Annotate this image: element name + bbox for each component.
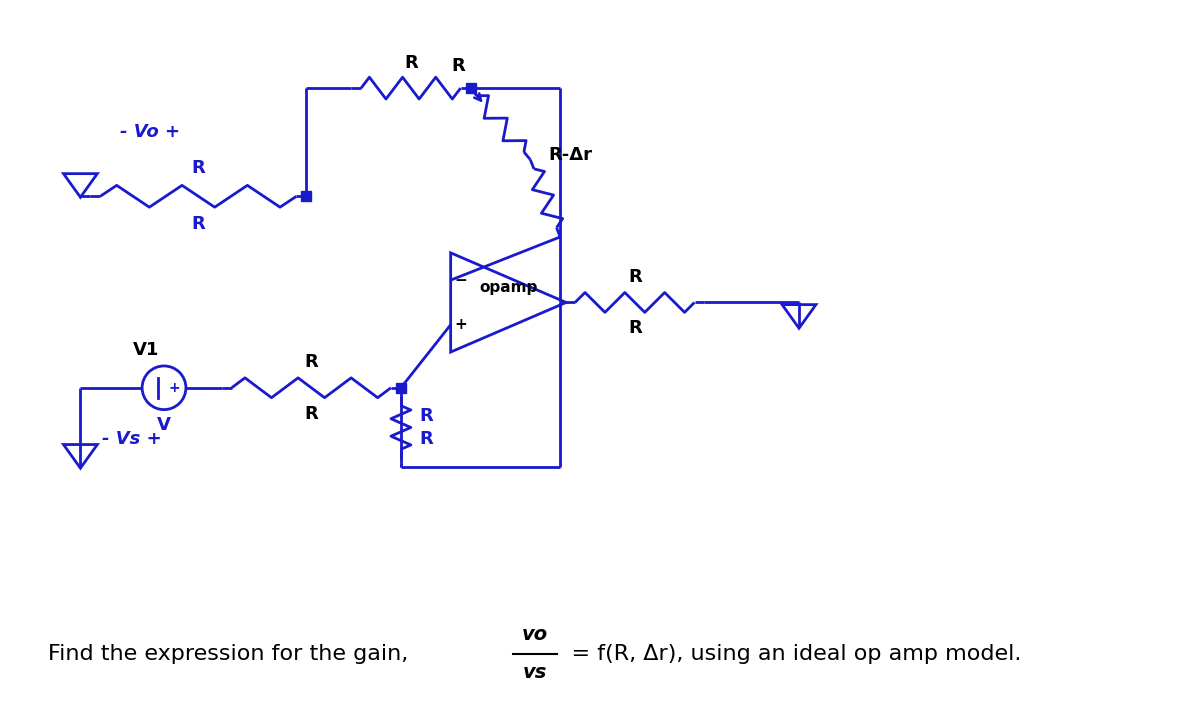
Text: = f(R, Δr), using an ideal op amp model.: = f(R, Δr), using an ideal op amp model. bbox=[567, 644, 1021, 663]
Text: R: R bbox=[305, 404, 318, 423]
Text: - Vs +: - Vs + bbox=[103, 430, 162, 448]
Text: +: + bbox=[454, 317, 467, 332]
Text: R-Δr: R-Δr bbox=[548, 146, 592, 164]
Text: +: + bbox=[168, 381, 180, 395]
Text: R: R bbox=[404, 55, 417, 73]
Text: V1: V1 bbox=[132, 341, 160, 359]
Text: opamp: opamp bbox=[479, 279, 538, 294]
Text: V: V bbox=[157, 416, 171, 434]
Text: vs: vs bbox=[524, 663, 547, 682]
Text: R: R bbox=[628, 320, 642, 337]
Text: R: R bbox=[452, 57, 466, 75]
Text: R: R bbox=[191, 215, 206, 233]
Text: vo: vo bbox=[522, 625, 548, 644]
Text: R: R bbox=[418, 430, 433, 448]
Text: R: R bbox=[305, 353, 318, 371]
Text: Find the expression for the gain,: Find the expression for the gain, bbox=[47, 644, 418, 663]
Text: - Vo +: - Vo + bbox=[121, 123, 181, 141]
Text: R: R bbox=[418, 406, 433, 424]
Text: −: − bbox=[454, 273, 467, 288]
Text: R: R bbox=[628, 268, 642, 286]
Text: R: R bbox=[191, 159, 206, 177]
